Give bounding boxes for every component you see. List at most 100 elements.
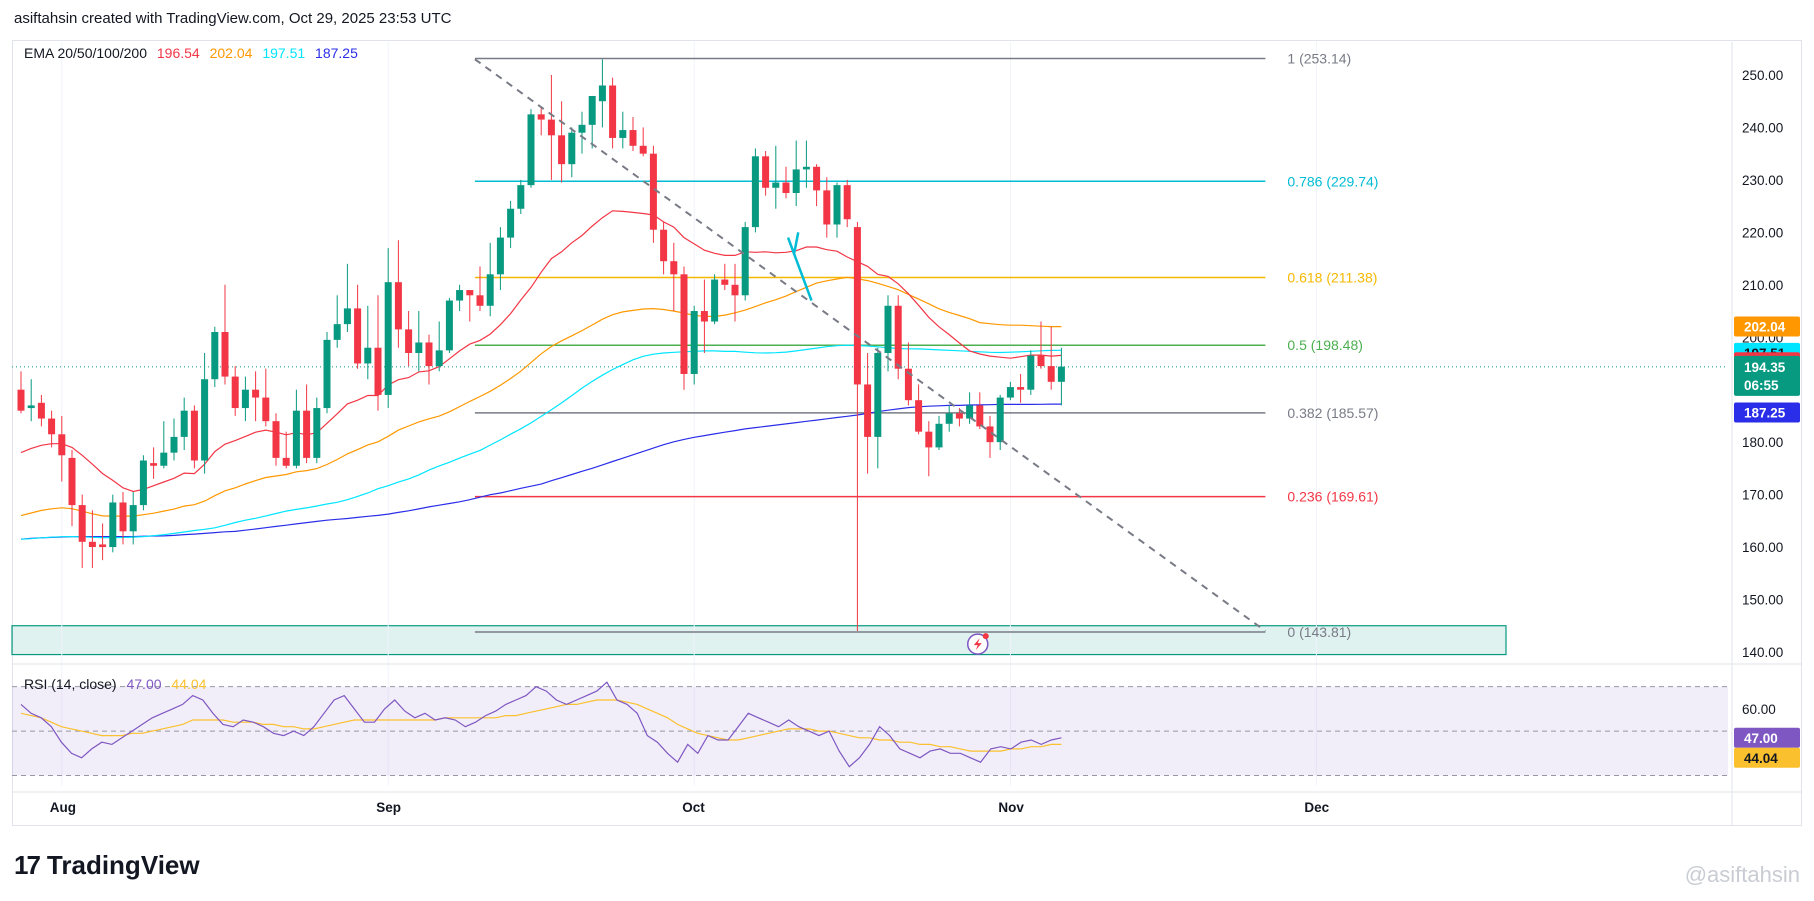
candle-body bbox=[894, 305, 902, 369]
candle-body bbox=[445, 300, 453, 351]
candle-body bbox=[282, 457, 290, 466]
rsi-line bbox=[20, 681, 1062, 768]
candle-body bbox=[58, 434, 66, 456]
candle-body bbox=[864, 384, 872, 437]
candle-body bbox=[996, 397, 1004, 443]
candle-body bbox=[731, 284, 739, 296]
candle-body bbox=[170, 436, 178, 453]
ema-50-line bbox=[20, 276, 1062, 517]
candle-body bbox=[150, 463, 158, 466]
candle-body bbox=[619, 130, 627, 138]
candle-body bbox=[976, 405, 984, 427]
candle-body bbox=[762, 156, 770, 188]
ema-200-value: 187.25 bbox=[315, 45, 358, 61]
candle-body bbox=[751, 156, 759, 228]
candle-body bbox=[792, 169, 800, 194]
ema-20-value: 196.54 bbox=[156, 45, 200, 61]
candle-body bbox=[558, 135, 566, 165]
chart-frame bbox=[12, 40, 1802, 826]
y-axis-tick-label: 240.00 bbox=[1742, 120, 1783, 135]
candle-body bbox=[78, 505, 86, 542]
rsi-sma-tag-bg bbox=[1734, 747, 1800, 768]
candle-body bbox=[119, 502, 127, 532]
candle-body bbox=[496, 237, 504, 275]
candle-body bbox=[1047, 366, 1055, 382]
candle-body bbox=[343, 308, 351, 325]
candle-body bbox=[27, 405, 35, 409]
candle-body bbox=[292, 410, 300, 466]
candle-body bbox=[537, 114, 545, 120]
candle-body bbox=[813, 166, 821, 191]
x-axis-tick-label: Aug bbox=[50, 800, 76, 815]
x-axis-tick-label: Oct bbox=[682, 800, 705, 815]
candle-body bbox=[241, 389, 249, 409]
y-axis-tick-label: 140.00 bbox=[1742, 645, 1783, 660]
candle-body bbox=[425, 342, 433, 367]
candle-body bbox=[782, 182, 790, 194]
candle-body bbox=[527, 114, 535, 186]
candle-body bbox=[955, 413, 963, 419]
fib-level-label: 1 (253.14) bbox=[1287, 51, 1351, 67]
candle-body bbox=[690, 311, 698, 374]
rsi-legend[interactable]: RSI (14, close) 47.00 44.04 bbox=[24, 676, 212, 692]
candle-body bbox=[843, 185, 851, 220]
candle-body bbox=[68, 457, 76, 506]
candle-body bbox=[333, 324, 341, 340]
candle-body bbox=[384, 282, 392, 395]
candle-body bbox=[435, 350, 443, 367]
candle-body bbox=[374, 347, 382, 395]
candle-body bbox=[476, 295, 484, 306]
fib-level-label: 0.786 (229.74) bbox=[1287, 173, 1378, 189]
fib-level-label: 0.382 (185.57) bbox=[1287, 405, 1378, 421]
candle-body bbox=[925, 431, 933, 448]
fib-level-label: 0.5 (198.48) bbox=[1287, 337, 1363, 353]
candle-body bbox=[1027, 355, 1035, 390]
candle-body bbox=[415, 342, 423, 353]
candle-body bbox=[486, 274, 494, 306]
ema-50-price-tag: 202.04 bbox=[1744, 320, 1786, 335]
rsi-value: 47.00 bbox=[126, 676, 162, 692]
fib-level-label: 0.236 (169.61) bbox=[1287, 489, 1378, 505]
tradingview-brand[interactable]: 17 TradingView bbox=[14, 850, 200, 881]
candle-body bbox=[741, 227, 749, 296]
candle-body bbox=[323, 339, 331, 409]
y-axis-tick-label: 180.00 bbox=[1742, 435, 1783, 450]
candle-body bbox=[354, 308, 362, 364]
candle-body bbox=[405, 329, 413, 353]
y-axis-tick-label: 210.00 bbox=[1742, 278, 1783, 293]
candle-body bbox=[568, 132, 576, 165]
candle-body bbox=[915, 400, 923, 432]
fib-level-label: 0 (143.81) bbox=[1287, 624, 1351, 640]
candle-body bbox=[853, 227, 861, 385]
ema-legend[interactable]: EMA 20/50/100/200 196.54 202.04 197.51 1… bbox=[24, 45, 364, 61]
candle-body bbox=[833, 185, 841, 225]
candle-body bbox=[262, 397, 270, 422]
candle-body bbox=[680, 274, 688, 374]
candle-body bbox=[517, 185, 525, 209]
candle-body bbox=[507, 208, 515, 238]
candle-body bbox=[252, 389, 260, 398]
candle-body bbox=[904, 368, 912, 401]
candle-body bbox=[272, 421, 280, 458]
bar-countdown-tag: 06:55 bbox=[1744, 378, 1779, 393]
ema-200-price-tag: 187.25 bbox=[1744, 406, 1786, 421]
candle-body bbox=[139, 460, 147, 506]
candle-body bbox=[578, 124, 586, 133]
brand-name: TradingView bbox=[46, 850, 200, 880]
ema-legend-label: EMA 20/50/100/200 bbox=[24, 45, 147, 61]
ema-200-line bbox=[20, 403, 1062, 540]
y-axis-tick-label: 230.00 bbox=[1742, 173, 1783, 188]
y-axis-tick-label: 150.00 bbox=[1742, 593, 1783, 608]
y-axis-tick-label: 250.00 bbox=[1742, 68, 1783, 83]
tradingview-logo-icon: 17 bbox=[14, 850, 41, 880]
rsi-tag-bg bbox=[1734, 727, 1800, 748]
candle-body bbox=[88, 541, 96, 548]
candle-body bbox=[935, 423, 943, 448]
rsi-sma-price-tag: 44.04 bbox=[1744, 751, 1778, 766]
ema-200-price-tag-bg bbox=[1734, 402, 1800, 423]
y-axis-tick-label: 170.00 bbox=[1742, 488, 1783, 503]
candle-body bbox=[17, 389, 25, 411]
candle-body bbox=[660, 229, 668, 262]
candle-body bbox=[160, 452, 168, 466]
